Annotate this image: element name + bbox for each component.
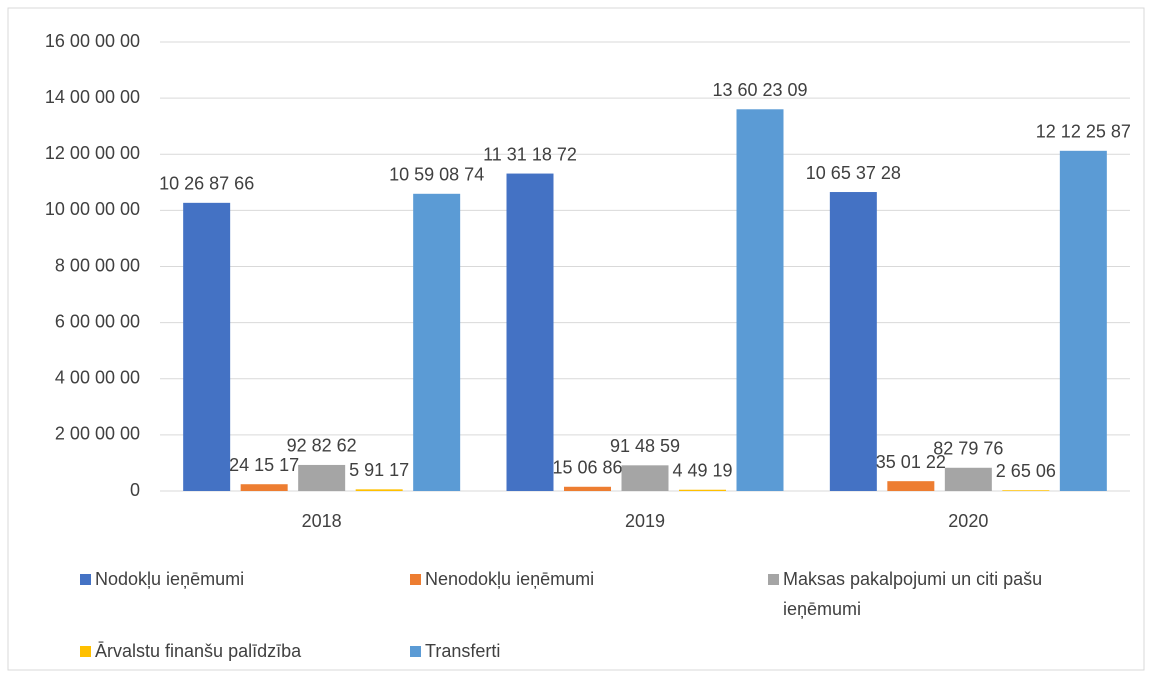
legend-swatch — [768, 574, 779, 585]
bar — [183, 202, 231, 491]
data-label: 10 26 87 66 — [159, 174, 254, 194]
y-tick-label: 6 00 00 00 — [55, 311, 140, 331]
data-label: 10 59 08 74 — [389, 165, 484, 185]
legend-swatch — [410, 646, 421, 657]
data-label: 92 82 62 — [287, 436, 357, 456]
data-label: 5 91 17 — [349, 460, 409, 480]
legend-swatch — [80, 574, 91, 585]
data-label: 13 60 23 09 — [712, 80, 807, 100]
legend-item: Ārvalstu finanšu palīdzība — [80, 636, 301, 666]
bar — [829, 192, 877, 491]
bar — [1059, 150, 1107, 491]
legend-item: Transferti — [410, 636, 500, 666]
bar — [887, 481, 935, 491]
chart-border — [7, 7, 1145, 671]
data-label: 10 65 37 28 — [806, 163, 901, 183]
bar — [298, 464, 346, 491]
bar — [355, 489, 403, 491]
bar — [944, 467, 992, 491]
bar — [413, 193, 461, 492]
data-label: 24 15 17 — [229, 455, 299, 475]
data-label: 82 79 76 — [933, 439, 1003, 459]
data-label: 12 12 25 87 — [1036, 122, 1131, 142]
x-tick-label: 2020 — [948, 511, 988, 531]
legend-label: Nodokļu ieņēmumi — [95, 569, 245, 589]
data-label: 11 31 18 72 — [483, 144, 577, 164]
data-label: 15 06 86 — [552, 458, 622, 478]
data-label: 2 65 06 — [996, 461, 1056, 481]
legend-swatch — [80, 646, 91, 657]
bar — [1002, 490, 1050, 491]
x-tick-label: 2018 — [302, 511, 342, 531]
bar — [621, 465, 669, 491]
bar — [736, 109, 784, 491]
legend-item: Maksas pakalpojumi un citi pašu ieņēmumi — [768, 564, 1098, 624]
legend-label: Transferti — [425, 641, 501, 661]
legend-label: Nenodokļu ieņēmumi — [425, 569, 595, 589]
bar — [679, 489, 726, 491]
y-tick-label: 12 00 00 00 — [45, 143, 140, 163]
legend-swatch — [410, 574, 421, 585]
y-tick-label: 4 00 00 00 — [55, 368, 140, 388]
y-tick-label: 0 — [130, 480, 140, 500]
legend-label: Maksas pakalpojumi un citi pašu ieņēmumi — [783, 569, 1043, 619]
bar — [240, 484, 288, 491]
data-label: 35 01 22 — [876, 452, 946, 472]
y-tick-label: 16 00 00 00 — [45, 31, 140, 51]
y-tick-label: 10 00 00 00 — [45, 199, 140, 219]
bar — [564, 486, 611, 491]
data-label: 4 49 19 — [672, 460, 732, 480]
x-tick-label: 2019 — [625, 511, 665, 531]
y-tick-label: 14 00 00 00 — [45, 87, 140, 107]
legend-item: Nenodokļu ieņēmumi — [410, 564, 594, 594]
legend-item: Nodokļu ieņēmumi — [80, 564, 244, 594]
y-tick-label: 2 00 00 00 — [55, 424, 140, 444]
data-label: 91 48 59 — [610, 436, 680, 456]
bar — [506, 173, 554, 491]
y-tick-label: 8 00 00 00 — [55, 255, 140, 275]
legend-label: Ārvalstu finanšu palīdzība — [95, 641, 302, 661]
